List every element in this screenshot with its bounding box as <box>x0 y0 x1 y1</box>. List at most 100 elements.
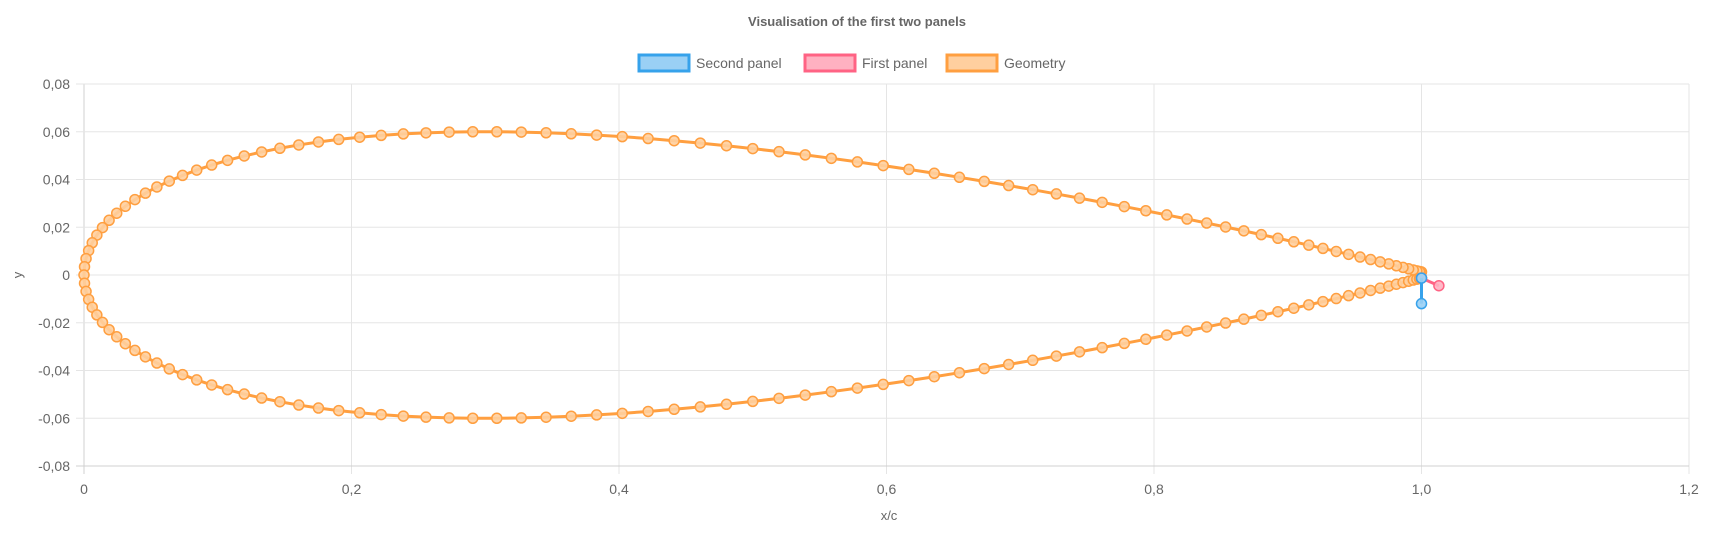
data-point-geometry[interactable] <box>205 159 218 171</box>
data-point-geometry[interactable] <box>720 139 733 152</box>
data-point-geometry[interactable] <box>616 130 629 143</box>
data-point-geometry[interactable] <box>851 382 864 394</box>
data-point-geometry[interactable] <box>467 126 479 138</box>
data-point-geometry[interactable] <box>293 139 305 151</box>
data-point-geometry[interactable] <box>467 412 479 424</box>
data-point-geometry[interactable] <box>773 392 785 405</box>
data-point-geometry[interactable] <box>1288 302 1300 314</box>
data-point-geometry[interactable] <box>110 207 123 219</box>
data-point-geometry[interactable] <box>332 404 345 417</box>
data-point-geometry[interactable] <box>103 214 115 227</box>
data-point-geometry[interactable] <box>1255 228 1268 241</box>
data-point-geometry[interactable] <box>1140 205 1152 217</box>
data-point-geometry[interactable] <box>129 344 141 357</box>
data-point-geometry[interactable] <box>221 154 234 167</box>
data-point-geometry[interactable] <box>1161 209 1173 221</box>
data-point-geometry[interactable] <box>274 395 286 408</box>
data-point-geometry[interactable] <box>139 351 152 363</box>
data-point-geometry[interactable] <box>274 142 286 155</box>
data-point-geometry[interactable] <box>1354 287 1366 299</box>
data-point-geometry[interactable] <box>1238 313 1250 325</box>
data-point-geometry[interactable] <box>1073 192 1086 204</box>
data-point-geometry[interactable] <box>799 149 811 161</box>
data-point-geometry[interactable] <box>1096 341 1108 354</box>
data-point-geometry[interactable] <box>397 128 410 140</box>
data-point-geometry[interactable] <box>1219 221 1232 233</box>
data-point-geometry[interactable] <box>176 368 189 381</box>
data-point-geometry[interactable] <box>238 150 250 162</box>
data-point-geometry[interactable] <box>720 398 733 411</box>
data-point-geometry[interactable] <box>1354 251 1366 263</box>
data-point-geometry[interactable] <box>825 152 838 165</box>
data-point-geometry[interactable] <box>96 221 109 234</box>
data-point-geometry[interactable] <box>668 403 680 416</box>
data-point-geometry[interactable] <box>1026 183 1039 196</box>
data-point-geometry[interactable] <box>642 132 654 145</box>
data-point-geometry[interactable] <box>293 399 305 411</box>
data-point-geometry[interactable] <box>1050 188 1063 200</box>
data-point-geometry[interactable] <box>1330 245 1342 258</box>
data-point-geometry[interactable] <box>953 366 966 379</box>
data-point-geometry[interactable] <box>312 402 325 414</box>
data-point-geometry[interactable] <box>221 383 234 396</box>
data-point-geometry[interactable] <box>540 127 552 139</box>
data-point-geometry[interactable] <box>1118 337 1131 350</box>
data-point-geometry[interactable] <box>1161 329 1173 341</box>
data-point-geometry[interactable] <box>953 171 966 184</box>
data-point-geometry[interactable] <box>91 309 103 321</box>
data-point-geometry[interactable] <box>1200 217 1213 229</box>
data-point-second-panel[interactable] <box>1415 297 1428 310</box>
data-point-geometry[interactable] <box>119 200 132 213</box>
data-point-geometry[interactable] <box>515 412 528 424</box>
data-point-geometry[interactable] <box>1238 225 1250 237</box>
data-point-geometry[interactable] <box>877 159 889 172</box>
data-point-geometry[interactable] <box>694 401 707 413</box>
data-point-geometry[interactable] <box>353 131 366 143</box>
data-point-geometry[interactable] <box>694 137 707 149</box>
data-point-geometry[interactable] <box>1140 333 1152 345</box>
data-point-geometry[interactable] <box>1200 321 1213 333</box>
data-point-geometry[interactable] <box>1255 309 1268 322</box>
data-point-geometry[interactable] <box>642 405 654 418</box>
data-point-geometry[interactable] <box>773 145 785 158</box>
data-point-geometry[interactable] <box>1073 346 1086 358</box>
data-point-geometry[interactable] <box>1303 299 1315 311</box>
data-point-geometry[interactable] <box>375 129 387 142</box>
data-point-geometry[interactable] <box>1096 196 1108 209</box>
data-point-geometry[interactable] <box>420 127 432 139</box>
data-point-geometry[interactable] <box>978 362 990 375</box>
data-point-geometry[interactable] <box>565 410 577 422</box>
data-point-geometry[interactable] <box>375 408 387 421</box>
data-point-geometry[interactable] <box>1272 305 1284 318</box>
data-point-geometry[interactable] <box>1303 239 1315 251</box>
data-point-geometry[interactable] <box>515 126 528 138</box>
legend-item-second-panel[interactable]: Second panel <box>637 53 782 73</box>
data-point-geometry[interactable] <box>190 164 203 176</box>
data-point-geometry[interactable] <box>1330 292 1342 305</box>
data-point-geometry[interactable] <box>1288 236 1300 248</box>
data-point-geometry[interactable] <box>747 395 759 408</box>
data-point-geometry[interactable] <box>96 316 109 329</box>
data-point-geometry[interactable] <box>176 169 189 182</box>
data-point-geometry[interactable] <box>1219 317 1232 329</box>
data-point-geometry[interactable] <box>1272 232 1284 245</box>
data-point-geometry[interactable] <box>1002 179 1015 192</box>
data-point-geometry[interactable] <box>163 175 176 187</box>
data-point-geometry[interactable] <box>353 407 366 419</box>
legend-item-geometry[interactable]: Geometry <box>945 53 1065 73</box>
data-point-first-panel[interactable] <box>1433 279 1445 292</box>
data-point-geometry[interactable] <box>1026 354 1039 367</box>
data-point-geometry[interactable] <box>903 374 915 387</box>
data-point-geometry[interactable] <box>928 167 941 180</box>
data-point-geometry[interactable] <box>1181 213 1193 225</box>
data-point-geometry[interactable] <box>825 385 838 398</box>
data-point-geometry[interactable] <box>903 163 915 176</box>
data-point-geometry[interactable] <box>1002 358 1015 371</box>
data-point-geometry[interactable] <box>110 331 123 343</box>
data-point-geometry[interactable] <box>312 136 325 148</box>
data-point-geometry[interactable] <box>877 378 889 391</box>
data-point-geometry[interactable] <box>1317 295 1329 308</box>
data-point-geometry[interactable] <box>205 379 218 391</box>
data-point-geometry[interactable] <box>799 389 811 401</box>
data-point-geometry[interactable] <box>332 133 345 146</box>
